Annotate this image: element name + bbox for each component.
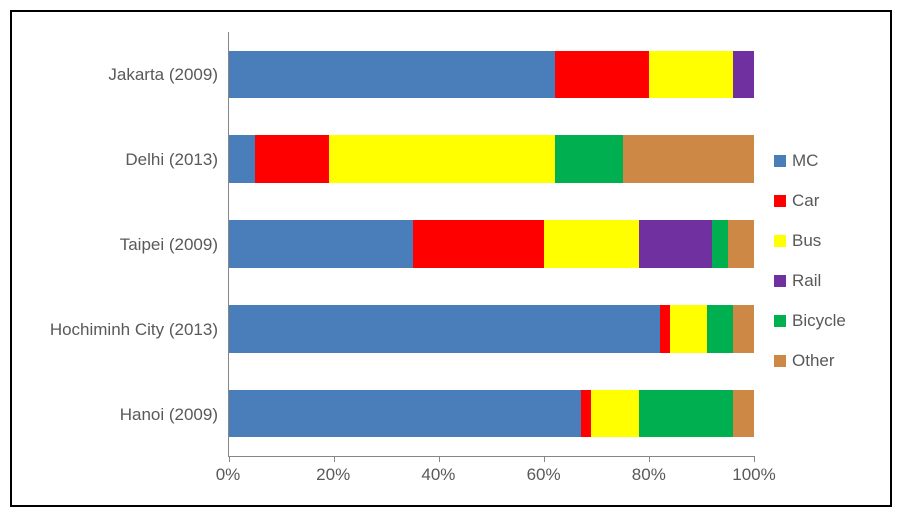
- legend-label: Other: [792, 351, 835, 371]
- bar-segment: [639, 220, 713, 267]
- legend-label: Bicycle: [792, 311, 846, 331]
- stacked-bar: [229, 305, 754, 352]
- bar-segment: [544, 220, 639, 267]
- bar-segment: [639, 390, 734, 437]
- bar-row: [229, 32, 754, 117]
- bar-segment: [255, 135, 329, 182]
- y-axis-labels: Jakarta (2009)Delhi (2013)Taipei (2009)H…: [28, 32, 228, 457]
- chart-container: Jakarta (2009)Delhi (2013)Taipei (2009)H…: [28, 32, 874, 489]
- bar-segment: [733, 305, 754, 352]
- stacked-bar: [229, 390, 754, 437]
- bar-segment: [329, 135, 555, 182]
- x-axis-label: 20%: [316, 465, 350, 485]
- bar-segment: [733, 51, 754, 98]
- bar-segment: [733, 390, 754, 437]
- bar-segment: [707, 305, 733, 352]
- bar-segment: [591, 390, 638, 437]
- legend: MC Car Bus Rail Bicycle Other: [754, 32, 874, 489]
- bar-segment: [229, 135, 255, 182]
- plot-area: Jakarta (2009)Delhi (2013)Taipei (2009)H…: [28, 32, 754, 457]
- chart-border: Jakarta (2009)Delhi (2013)Taipei (2009)H…: [10, 10, 892, 507]
- bar-segment: [623, 135, 754, 182]
- bars-region: [228, 32, 754, 457]
- bar-segment: [728, 220, 754, 267]
- bar-segment: [229, 51, 555, 98]
- bar-row: [229, 117, 754, 202]
- legend-label: Car: [792, 191, 819, 211]
- bar-segment: [649, 51, 733, 98]
- legend-swatch: [774, 355, 786, 367]
- stacked-bar: [229, 135, 754, 182]
- bar-segment: [670, 305, 707, 352]
- y-axis-label: Taipei (2009): [28, 202, 228, 287]
- bar-segment: [555, 135, 623, 182]
- bar-row: [229, 286, 754, 371]
- bar-segment: [712, 220, 728, 267]
- legend-item: MC: [774, 151, 874, 171]
- bar-segment: [660, 305, 671, 352]
- legend-item: Bicycle: [774, 311, 874, 331]
- chart-frame: Jakarta (2009)Delhi (2013)Taipei (2009)H…: [0, 0, 902, 517]
- y-axis-label: Jakarta (2009): [28, 32, 228, 117]
- y-axis-label: Hanoi (2009): [28, 372, 228, 457]
- x-axis-label: 80%: [632, 465, 666, 485]
- bar-segment: [555, 51, 650, 98]
- bar-row: [229, 371, 754, 456]
- bar-segment: [229, 220, 413, 267]
- legend-label: Rail: [792, 271, 821, 291]
- x-axis: 0%20%40%60%80%100%: [228, 457, 754, 489]
- y-axis-label: Hochiminh City (2013): [28, 287, 228, 372]
- legend-label: Bus: [792, 231, 821, 251]
- x-axis-tick: [754, 456, 755, 462]
- bar-segment: [413, 220, 544, 267]
- legend-item: Other: [774, 351, 874, 371]
- legend-swatch: [774, 235, 786, 247]
- legend-label: MC: [792, 151, 818, 171]
- legend-swatch: [774, 315, 786, 327]
- y-axis-label: Delhi (2013): [28, 117, 228, 202]
- bar-row: [229, 202, 754, 287]
- x-axis-label: 100%: [732, 465, 775, 485]
- bar-segment: [229, 390, 581, 437]
- chart-main: Jakarta (2009)Delhi (2013)Taipei (2009)H…: [28, 32, 754, 489]
- bar-segment: [229, 305, 660, 352]
- legend-swatch: [774, 275, 786, 287]
- legend-swatch: [774, 195, 786, 207]
- bar-segment: [581, 390, 592, 437]
- x-axis-label: 0%: [216, 465, 241, 485]
- legend-item: Bus: [774, 231, 874, 251]
- legend-swatch: [774, 155, 786, 167]
- x-axis-label: 40%: [421, 465, 455, 485]
- legend-item: Rail: [774, 271, 874, 291]
- legend-item: Car: [774, 191, 874, 211]
- x-axis-label: 60%: [527, 465, 561, 485]
- stacked-bar: [229, 220, 754, 267]
- stacked-bar: [229, 51, 754, 98]
